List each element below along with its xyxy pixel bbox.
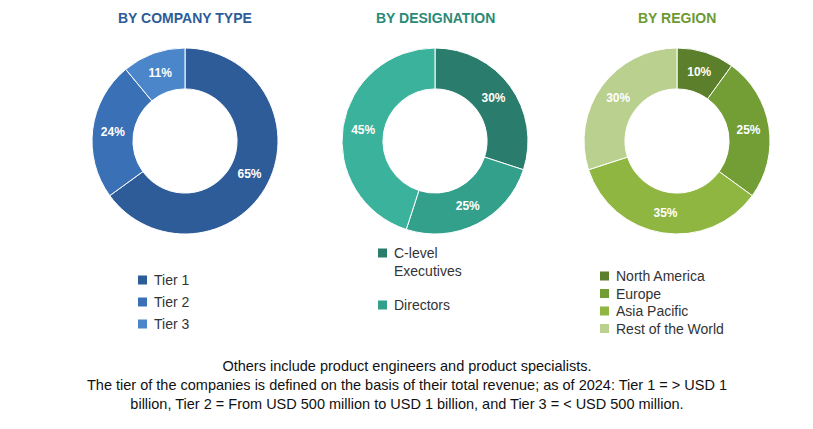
svg-text:BY DESIGNATION: BY DESIGNATION [376, 10, 495, 26]
svg-text:25%: 25% [456, 199, 480, 213]
svg-text:Others include product enginee: Others include product engineers and pro… [87, 358, 727, 412]
svg-text:Tier 2: Tier 2 [154, 294, 189, 310]
svg-text:BY REGION: BY REGION [638, 10, 716, 26]
svg-text:Europe: Europe [616, 286, 661, 302]
svg-text:45%: 45% [351, 123, 375, 137]
svg-text:11%: 11% [149, 66, 173, 80]
svg-text:30%: 30% [482, 91, 506, 105]
svg-text:35%: 35% [653, 206, 677, 220]
svg-text:24%: 24% [101, 125, 125, 139]
svg-text:30%: 30% [606, 91, 630, 105]
svg-text:Asia Pacific: Asia Pacific [616, 303, 688, 319]
svg-text:65%: 65% [237, 167, 261, 181]
svg-text:C-levelExecutives: C-levelExecutives [394, 245, 462, 279]
svg-text:Tier 1: Tier 1 [154, 272, 189, 288]
svg-text:North America: North America [616, 268, 705, 284]
svg-text:10%: 10% [687, 65, 711, 79]
svg-text:25%: 25% [736, 123, 760, 137]
svg-text:Rest of the World: Rest of the World [616, 321, 724, 337]
svg-text:Tier 3: Tier 3 [154, 316, 189, 332]
svg-text:Directors: Directors [394, 297, 450, 313]
svg-text:BY COMPANY TYPE: BY COMPANY TYPE [118, 10, 252, 26]
